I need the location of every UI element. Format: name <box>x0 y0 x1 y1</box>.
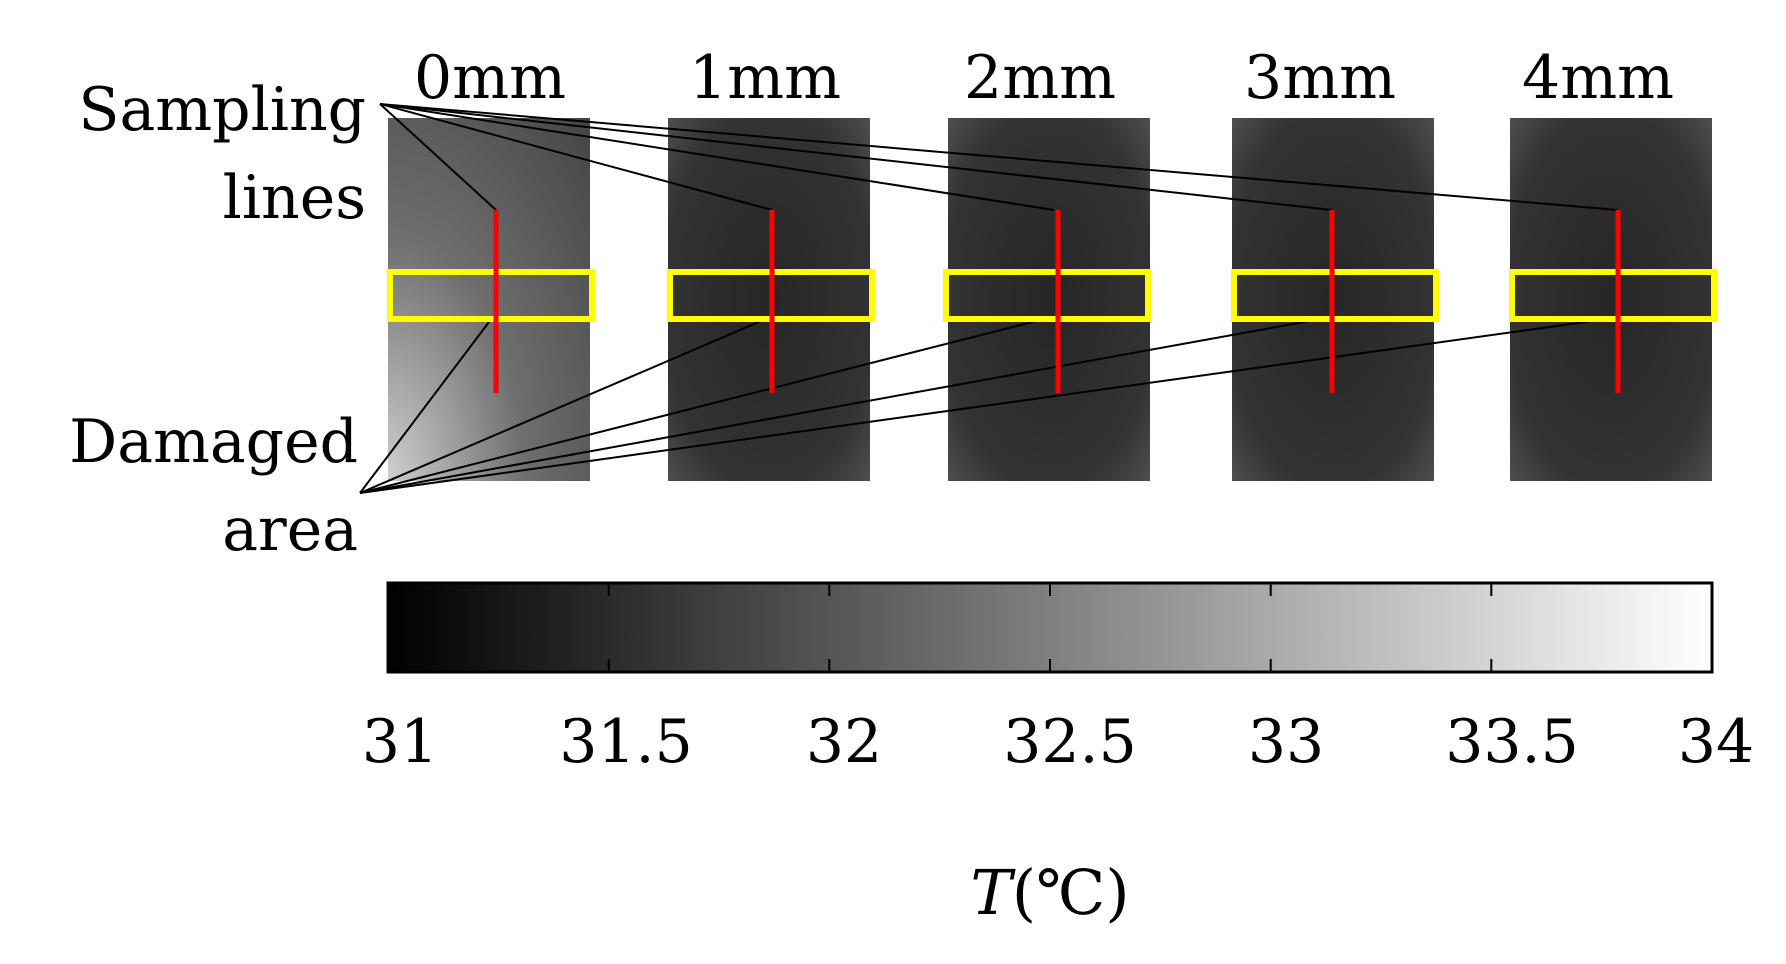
panel-label-3mm: 3mm <box>1244 43 1396 113</box>
damaged-label-line1: Damaged <box>69 407 358 477</box>
damaged-area-box-2mm <box>943 269 1151 322</box>
sampling-label-line1: Sampling <box>78 75 366 145</box>
colorbar <box>386 581 1714 674</box>
colorbar-axis-unit: (℃) <box>1012 856 1130 929</box>
sampling-lines <box>493 210 1621 393</box>
panel-label-2mm: 2mm <box>964 43 1116 113</box>
colorbar-tick-label-33-5: 33.5 <box>1445 707 1579 777</box>
damaged-area-box-3mm <box>1231 269 1439 322</box>
thermal-panel-0mm <box>388 118 590 481</box>
thermal-panel-2mm <box>948 118 1150 481</box>
sampling-leader-lines <box>379 103 1619 211</box>
colorbar-tick-label-31: 31 <box>362 707 438 777</box>
colorbar-ticks <box>607 583 1493 672</box>
damaged-leader-lines <box>359 317 1615 494</box>
damaged-label-line2: area <box>222 495 358 565</box>
colorbar-tick-label-31-5: 31.5 <box>559 707 693 777</box>
sampling-label-line2: lines <box>223 163 366 233</box>
colorbar-axis-symbol: T <box>970 856 1016 929</box>
panel-label-0mm: 0mm <box>414 43 566 113</box>
colorbar-tick-label-34: 34 <box>1678 707 1754 777</box>
thermal-panel-4mm <box>1510 118 1712 481</box>
damaged-area-box-4mm <box>1509 269 1717 322</box>
colorbar-tick-label-33: 33 <box>1248 707 1324 777</box>
colorbar-tick-label-32: 32 <box>806 707 882 777</box>
panel-label-1mm: 1mm <box>689 43 841 113</box>
thermal-panel-1mm <box>668 118 870 481</box>
colorbar-tick-label-32-5: 32.5 <box>1003 707 1137 777</box>
panel-label-4mm: 4mm <box>1522 43 1674 113</box>
damaged-area-box-0mm <box>387 269 595 322</box>
colorbar-axis-label: T(℃) <box>970 856 1129 929</box>
